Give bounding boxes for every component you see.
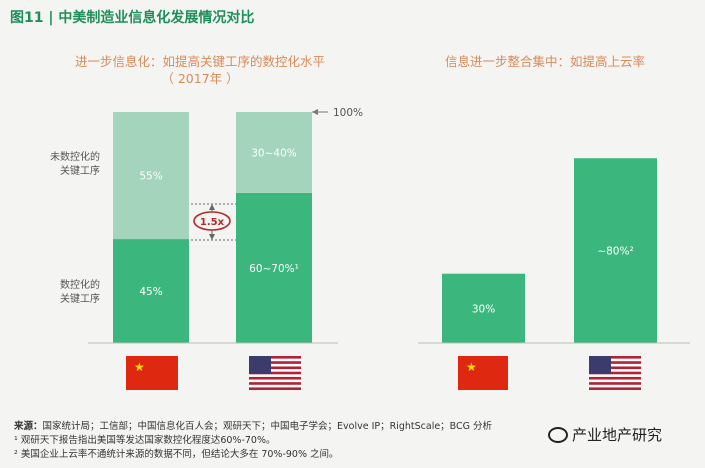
annotation-100-label: 100% <box>333 107 363 119</box>
us-flag-stripe <box>589 376 641 380</box>
us-flag-stripe <box>249 376 301 380</box>
annotation-1.5x-label: 1.5x <box>200 217 225 228</box>
us-flag-stripe <box>589 366 641 370</box>
bar-label-managed-us: 60~70%¹ <box>249 263 299 275</box>
bar-unmanaged-china <box>113 112 189 240</box>
footnote-source: 来源：国家统计局；工信部；中国信息化百人会；观研天下；中国电子学会；Evolve… <box>14 418 492 432</box>
us-flag-stripe <box>249 356 301 359</box>
us-flag-stripe <box>249 361 301 364</box>
legend-label-managed: 数控化的关键工序 <box>60 278 100 305</box>
footnote-2: ² 美国企业上云率不通统计来源的数据不同，但结论大多在 70%-90% 之间。 <box>14 449 339 460</box>
left-chart-title: 进一步信息化：如提高关键工序的数控化水平 （ 2017年 ） <box>40 53 360 87</box>
us-flag-stripe <box>249 371 301 375</box>
left-chart-bars: 45% 55% 60~70%¹ 30~40% <box>113 112 312 343</box>
annotation-arrow-down <box>209 234 215 240</box>
us-flag-stripe <box>589 382 641 385</box>
left-chart-title-text: 进一步信息化：如提高关键工序的数控化水平 <box>74 54 325 69</box>
svg-text:★: ★ <box>466 360 477 374</box>
bar-label-cloud-china: 30% <box>472 303 495 315</box>
svg-text:★: ★ <box>134 360 145 374</box>
us-flag-left <box>249 356 301 390</box>
bar-managed-us <box>236 192 312 343</box>
bar-managed-china <box>113 239 189 343</box>
bar-label-unmanaged-china: 55% <box>139 171 162 183</box>
annotation-100-arrowhead <box>312 109 318 115</box>
wechat-icon <box>548 426 568 443</box>
figure-title: 图11 | 中美制造业信息化发展情况对比 <box>10 10 255 26</box>
annotation-arrow-up <box>209 204 215 210</box>
us-flag-stripe <box>589 371 641 375</box>
watermark: 产业地产研究 <box>548 424 662 445</box>
source-label: 来源： <box>14 421 43 432</box>
bar-label-unmanaged-us: 30~40% <box>251 147 297 159</box>
us-flag-right <box>589 356 641 390</box>
us-flag-stripe <box>249 366 301 370</box>
bar-label-cloud-us: ~80%² <box>597 246 633 258</box>
right-chart-bars: 30% ~80%² <box>442 158 657 343</box>
legend-label-unmanaged: 未数控化的关键工序 <box>50 150 100 177</box>
watermark-text: 产业地产研究 <box>572 426 663 444</box>
china-flag-right: ★ <box>458 356 508 390</box>
us-flag-stripe <box>589 387 641 390</box>
source-text: 国家统计局；工信部；中国信息化百人会；观研天下；中国电子学会；Evolve IP… <box>42 421 493 432</box>
us-flag-stripe <box>249 382 301 385</box>
footnote-1: ¹ 观研天下报告指出美国等发达国家数控化程度达60%-70%。 <box>14 435 276 446</box>
annotation-1.5x-ellipse <box>193 211 231 231</box>
us-flag-stripe <box>249 387 301 390</box>
bar-cloud-china <box>442 273 525 343</box>
china-flag-left: ★ <box>126 356 178 390</box>
us-flag-stripe <box>589 361 641 364</box>
right-chart-title: 信息进一步整合集中：如提高上云率 <box>444 54 645 69</box>
bar-unmanaged-us <box>236 112 312 193</box>
bar-cloud-us <box>574 158 657 343</box>
bar-label-managed-china: 45% <box>139 286 162 298</box>
left-chart-subtitle: （ 2017年 ） <box>161 71 239 86</box>
us-flag-stripe <box>589 356 641 359</box>
